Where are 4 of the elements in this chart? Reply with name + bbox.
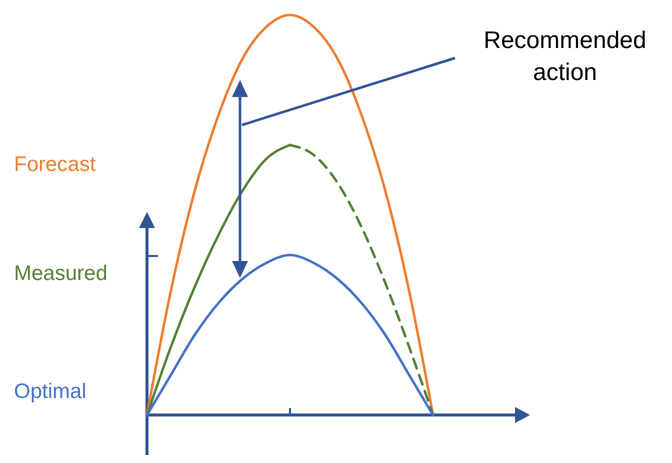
text: Forecast <box>14 153 96 176</box>
text: Measured <box>14 262 108 285</box>
text: Recommended action <box>484 27 646 86</box>
text: Optimal <box>14 380 86 403</box>
